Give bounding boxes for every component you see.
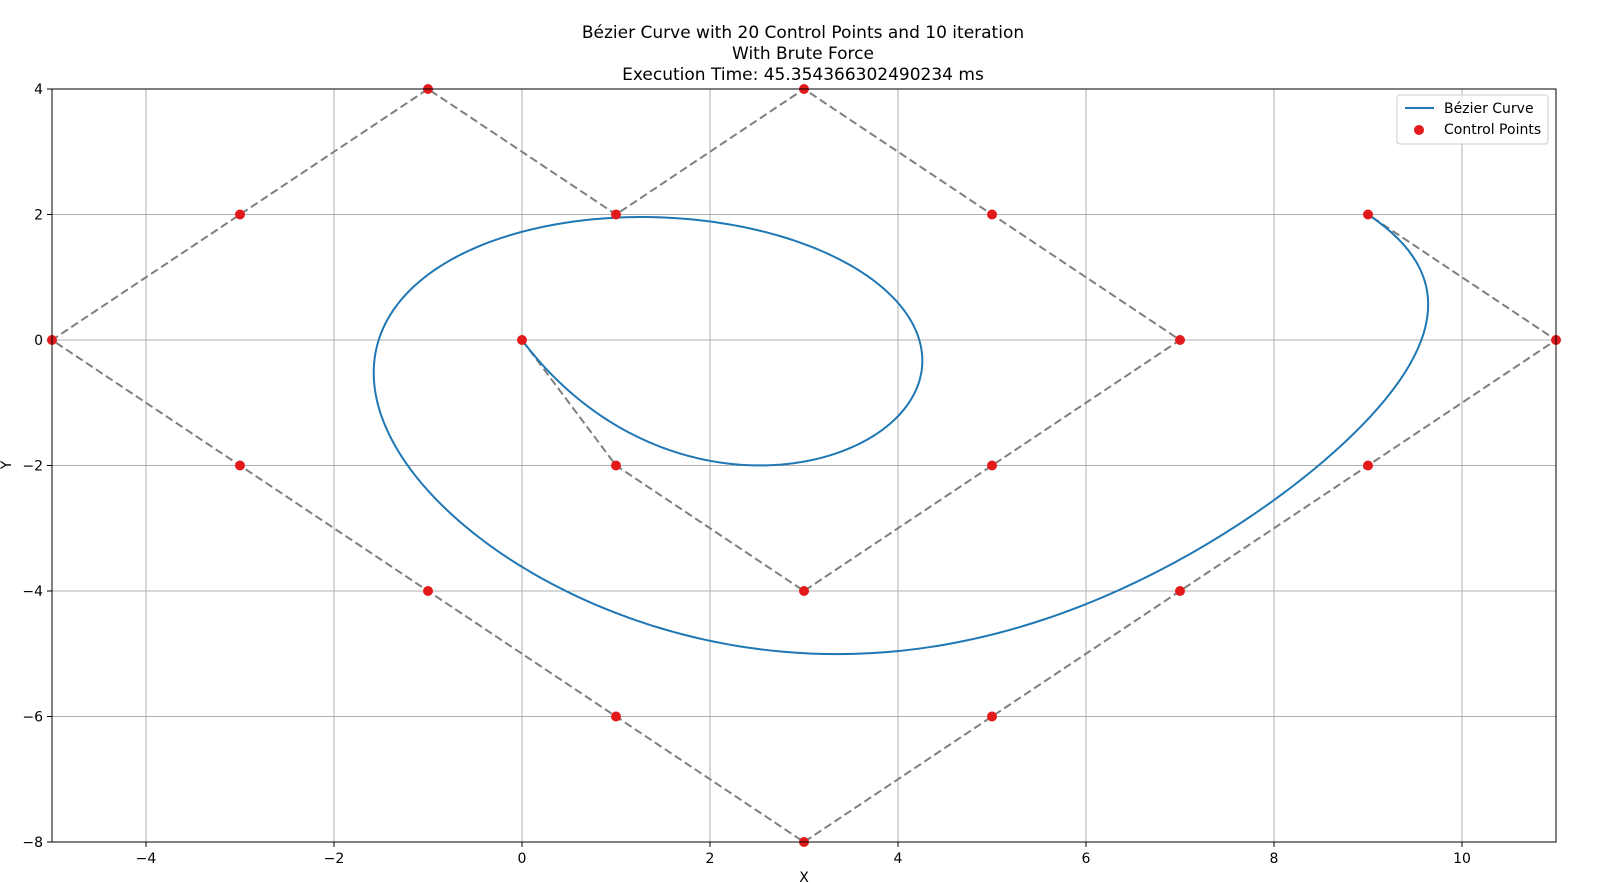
control-polygon xyxy=(50,87,1558,844)
control-point-0 xyxy=(517,335,527,345)
control-point-17 xyxy=(1363,460,1373,471)
x-tick-label-3: 2 xyxy=(706,851,715,867)
title-line-1: Bézier Curve with 20 Control Points and … xyxy=(582,23,1024,43)
control-point-1 xyxy=(611,460,621,471)
control-point-12 xyxy=(423,586,433,596)
title-line-2: With Brute Force xyxy=(732,44,874,64)
y-axis-label: Y xyxy=(0,460,15,470)
y-tick-label-0: −8 xyxy=(22,835,43,851)
control-point-13 xyxy=(611,711,621,722)
control-point-19 xyxy=(1363,209,1373,220)
control-point-15 xyxy=(987,711,997,722)
x-tick-label-0: −4 xyxy=(136,851,157,867)
control-polygon-line xyxy=(50,87,1558,844)
legend: Bézier Curve Control Points xyxy=(1396,94,1549,145)
legend-box xyxy=(1396,94,1549,145)
grid-lines xyxy=(52,88,1556,843)
y-tick-label-1: −6 xyxy=(22,710,43,726)
y-tick-label-3: −2 xyxy=(22,459,43,475)
control-point-4 xyxy=(1175,335,1185,345)
control-point-9 xyxy=(235,209,245,220)
y-tick-label-6: 4 xyxy=(34,82,43,98)
control-point-5 xyxy=(987,209,997,220)
y-tick-label-2: −4 xyxy=(22,584,43,600)
y-tick-label-4: 0 xyxy=(34,333,43,349)
control-point-16 xyxy=(1175,586,1185,596)
control-point-11 xyxy=(235,460,245,471)
plot-frame xyxy=(51,88,1557,843)
legend-label-curve: Bézier Curve xyxy=(1444,101,1534,117)
x-tick-label-1: −2 xyxy=(324,851,345,867)
control-point-3 xyxy=(987,460,997,471)
bezier-curve xyxy=(372,213,1430,656)
control-points xyxy=(47,84,1561,847)
legend-label-points: Control Points xyxy=(1444,122,1541,138)
control-point-7 xyxy=(611,209,621,220)
x-axis-ticks: −4 −2 0 2 4 6 8 10 xyxy=(136,842,1471,867)
x-tick-label-5: 6 xyxy=(1082,851,1091,867)
control-point-2 xyxy=(799,586,809,596)
y-tick-label-5: 2 xyxy=(34,208,43,224)
bezier-curve-layer xyxy=(372,213,1430,656)
x-tick-label-4: 4 xyxy=(894,851,903,867)
x-tick-label-2: 0 xyxy=(518,851,527,867)
y-axis-ticks: −8 −6 −4 −2 0 2 4 xyxy=(22,82,52,851)
x-tick-label-6: 8 xyxy=(1270,851,1279,867)
title-line-3: Execution Time: 45.354366302490234 ms xyxy=(622,65,984,85)
x-axis-label: X xyxy=(799,870,809,883)
legend-marker-swatch xyxy=(1414,125,1424,135)
x-tick-label-7: 10 xyxy=(1453,851,1471,867)
chart-title: Bézier Curve with 20 Control Points and … xyxy=(582,23,1024,85)
